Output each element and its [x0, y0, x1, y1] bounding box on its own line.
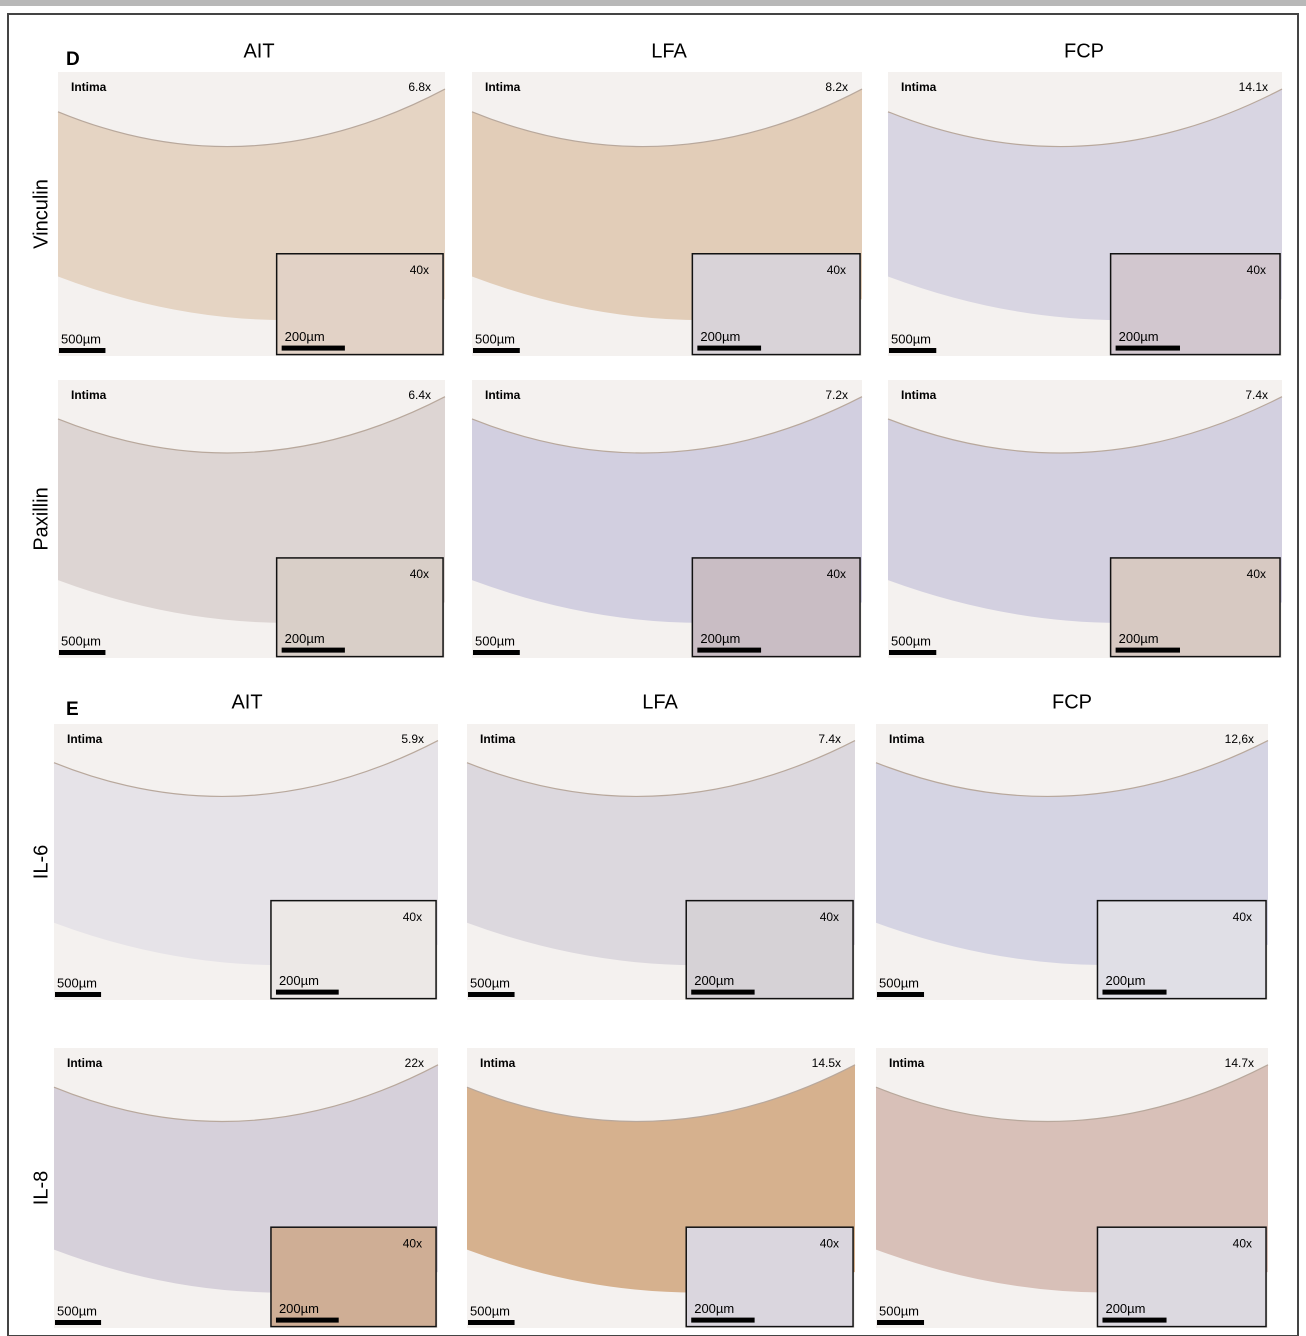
inset-scale-bar	[1116, 346, 1180, 351]
row-label: Vinculin	[30, 179, 52, 249]
column-header: AIT	[243, 40, 274, 62]
region-label: Intima	[67, 732, 103, 746]
magnification: 7.4x	[1245, 388, 1268, 402]
inset-magnification: 40x	[1247, 567, 1266, 581]
region-label: Intima	[889, 732, 925, 746]
region-label: Intima	[480, 732, 516, 746]
row-label: Paxillin	[30, 487, 52, 550]
inset-scale-bar-label: 200µm	[694, 973, 734, 988]
scale-bar-label: 500µm	[470, 975, 510, 990]
region-label: Intima	[901, 80, 937, 94]
scale-bar-label: 500µm	[57, 975, 97, 990]
inset-scale-bar	[1102, 990, 1166, 995]
magnification: 6.8x	[408, 80, 431, 94]
region-label: Intima	[480, 1056, 516, 1070]
figure: D AIT LFA FCP Vinculin Intima 6.8x 40x 500µm 200µ…	[0, 0, 1306, 1336]
column-header: AIT	[231, 691, 262, 713]
inset-scale-bar-label: 200µm	[285, 631, 325, 646]
inset-scale-bar-label: 200µm	[700, 329, 740, 344]
inset-magnification: 40x	[827, 567, 846, 581]
region-label: Intima	[67, 1056, 103, 1070]
scale-bar-label: 500µm	[475, 331, 515, 346]
scale-bar	[59, 348, 105, 353]
region-label: Intima	[485, 388, 521, 402]
scale-bar	[468, 1320, 515, 1325]
column-header: FCP	[1064, 40, 1104, 62]
scale-bar	[889, 650, 936, 655]
scale-bar	[889, 348, 936, 353]
inset-magnification: 40x	[820, 1236, 839, 1250]
scale-bar	[59, 650, 105, 655]
region-label: Intima	[889, 1056, 925, 1070]
inset-magnification: 40x	[1233, 1236, 1252, 1250]
inset-magnification: 40x	[820, 910, 839, 924]
inset-scale-bar	[282, 346, 345, 351]
scale-bar	[55, 1320, 101, 1325]
inset-scale-bar	[1116, 648, 1180, 653]
inset-scale-bar-label: 200µm	[1105, 1301, 1145, 1316]
inset-scale-bar-label: 200µm	[700, 631, 740, 646]
inset-scale-bar-label: 200µm	[279, 973, 319, 988]
inset-magnification: 40x	[410, 567, 429, 581]
scale-bar-label: 500µm	[57, 1303, 97, 1318]
scale-bar	[473, 348, 520, 353]
column-header: FCP	[1052, 691, 1092, 713]
inset-magnification: 40x	[403, 1236, 422, 1250]
row-label: IL-8	[30, 1171, 52, 1205]
scale-bar	[468, 992, 515, 997]
region-label: Intima	[71, 80, 107, 94]
inset-scale-bar-label: 200µm	[1119, 631, 1159, 646]
scale-bar-label: 500µm	[891, 331, 931, 346]
region-label: Intima	[71, 388, 107, 402]
column-header: LFA	[651, 40, 687, 62]
magnification: 7.4x	[818, 732, 841, 746]
inset-scale-bar	[691, 1318, 754, 1323]
magnification: 14.1x	[1239, 80, 1268, 94]
inset-scale-bar-label: 200µm	[285, 329, 325, 344]
scale-bar-label: 500µm	[891, 633, 931, 648]
inset-magnification: 40x	[1247, 263, 1266, 277]
scale-bar-label: 500µm	[61, 633, 101, 648]
inset-scale-bar	[276, 990, 339, 995]
scale-bar-label: 500µm	[475, 633, 515, 648]
inset-scale-bar-label: 200µm	[694, 1301, 734, 1316]
scale-bar-label: 500µm	[470, 1303, 510, 1318]
inset-scale-bar-label: 200µm	[1119, 329, 1159, 344]
inset-scale-bar	[276, 1318, 339, 1323]
inset-scale-bar	[1102, 1318, 1166, 1323]
inset-magnification: 40x	[410, 263, 429, 277]
magnification: 12,6x	[1225, 732, 1254, 746]
inset-scale-bar	[697, 346, 761, 351]
magnification: 7.2x	[825, 388, 848, 402]
inset-magnification: 40x	[1233, 910, 1252, 924]
top-bar	[0, 0, 1306, 6]
scale-bar	[877, 1320, 924, 1325]
inset-scale-bar	[691, 990, 754, 995]
panel-letter: D	[66, 49, 80, 70]
inset-scale-bar	[282, 648, 345, 653]
inset-magnification: 40x	[827, 263, 846, 277]
magnification: 8.2x	[825, 80, 848, 94]
scale-bar	[877, 992, 924, 997]
scale-bar-label: 500µm	[879, 975, 919, 990]
region-label: Intima	[485, 80, 521, 94]
scale-bar	[55, 992, 101, 997]
inset-scale-bar-label: 200µm	[1105, 973, 1145, 988]
magnification: 6.4x	[408, 388, 431, 402]
inset-scale-bar-label: 200µm	[279, 1301, 319, 1316]
region-label: Intima	[901, 388, 937, 402]
scale-bar-label: 500µm	[61, 331, 101, 346]
scale-bar-label: 500µm	[879, 1303, 919, 1318]
inset-magnification: 40x	[403, 910, 422, 924]
panel-letter: E	[66, 699, 79, 720]
column-header: LFA	[642, 691, 678, 713]
scale-bar	[473, 650, 520, 655]
magnification: 5.9x	[401, 732, 424, 746]
magnification: 22x	[405, 1056, 424, 1070]
inset-scale-bar	[697, 648, 761, 653]
row-label: IL-6	[30, 845, 52, 879]
magnification: 14.7x	[1225, 1056, 1254, 1070]
magnification: 14.5x	[812, 1056, 841, 1070]
